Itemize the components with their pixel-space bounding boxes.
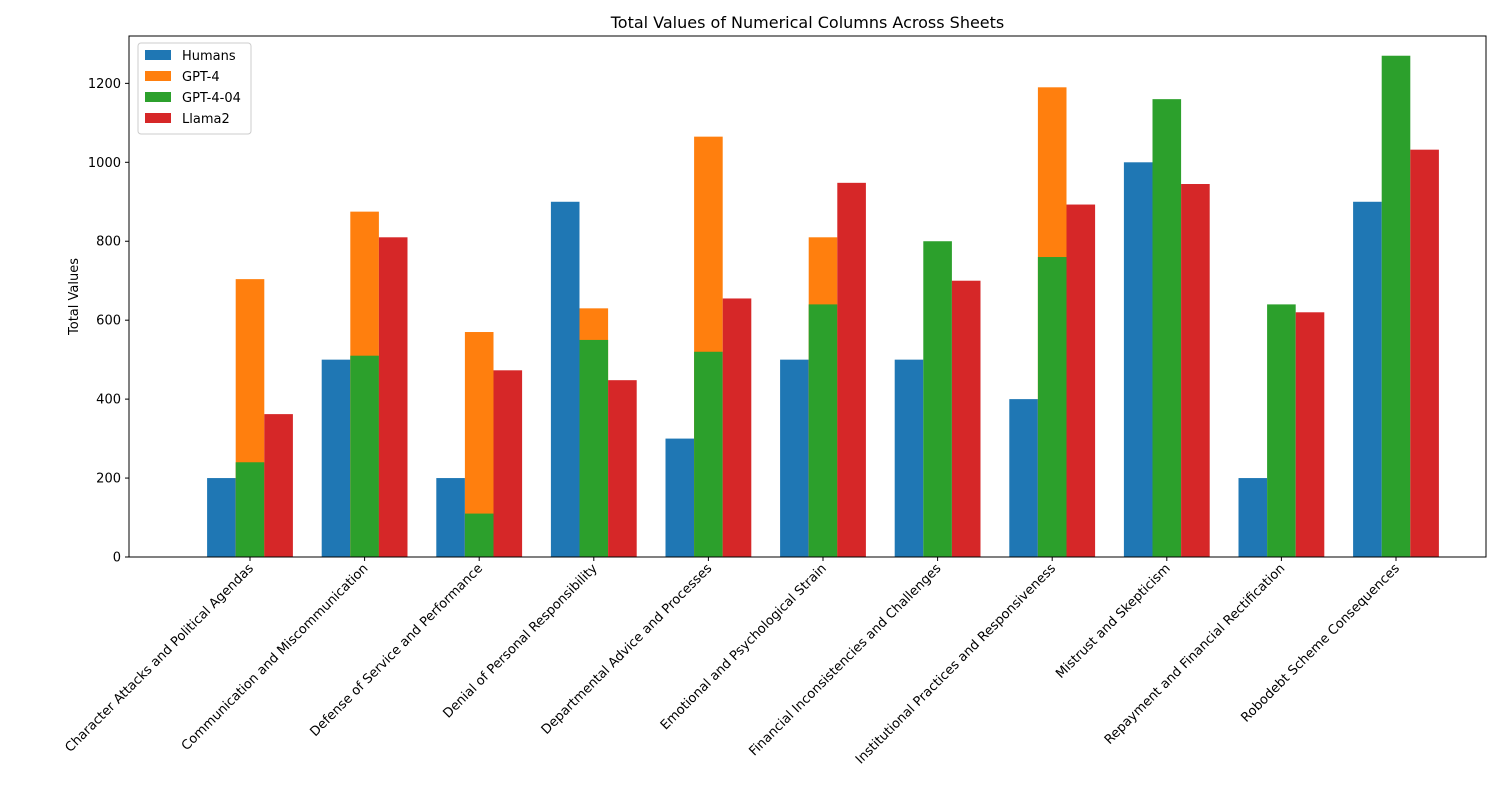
y-tick-label-0: 0 bbox=[113, 551, 121, 566]
y-tick-label-600: 600 bbox=[96, 314, 121, 329]
bar-gpt-4-04-4 bbox=[694, 351, 723, 557]
bar-gpt-4-04-9 bbox=[1267, 304, 1296, 557]
bar-gpt-4-04-1 bbox=[350, 355, 379, 557]
y-axis-label: Total Values bbox=[67, 258, 82, 336]
bar-llama2-6 bbox=[951, 280, 981, 557]
legend-label-2: GPT-4-04 bbox=[182, 91, 241, 106]
bar-humans-8 bbox=[1123, 162, 1153, 558]
bar-humans-10 bbox=[1353, 201, 1382, 557]
legend-label-1: GPT-4 bbox=[182, 70, 220, 85]
legend-label-3: Llama2 bbox=[182, 112, 230, 127]
x-tick-label-8: Mistrust and Skepticism bbox=[1053, 561, 1173, 681]
bar-llama2-10 bbox=[1410, 149, 1439, 558]
legend-swatch-0 bbox=[145, 50, 171, 60]
bar-llama2-9 bbox=[1295, 312, 1325, 557]
bar-gpt-4-04-2 bbox=[464, 513, 494, 557]
x-tick-label-7: Institutional Practices and Responsivene… bbox=[853, 561, 1059, 767]
y-tick-label-1200: 1200 bbox=[88, 77, 121, 92]
chart-title: Total Values of Numerical Columns Across… bbox=[610, 13, 1005, 32]
bar-llama2-3 bbox=[608, 380, 637, 557]
bar-gpt-4-04-3 bbox=[579, 339, 609, 557]
bar-llama2-0 bbox=[264, 414, 293, 557]
bar-llama2-8 bbox=[1181, 184, 1210, 557]
bar-gpt-4-04-8 bbox=[1152, 99, 1182, 558]
legend-box bbox=[137, 42, 252, 135]
bar-humans-4 bbox=[665, 438, 695, 557]
bar-gpt-4-04-7 bbox=[1037, 257, 1067, 557]
y-tick-label-800: 800 bbox=[96, 235, 121, 250]
bar-gpt-4-04-5 bbox=[808, 304, 838, 557]
bar-humans-6 bbox=[894, 359, 924, 557]
bar-gpt-4-04-6 bbox=[923, 241, 952, 558]
bar-humans-5 bbox=[780, 359, 809, 557]
x-tick-label-6: Financial Inconsistencies and Challenges bbox=[746, 561, 944, 759]
legend-swatch-2 bbox=[145, 92, 171, 102]
legend-swatch-3 bbox=[145, 113, 171, 123]
legend-swatch-1 bbox=[145, 71, 171, 81]
bar-llama2-7 bbox=[1066, 204, 1096, 558]
bar-llama2-5 bbox=[837, 182, 866, 557]
x-tick-label-0: Character Attacks and Political Agendas bbox=[63, 561, 257, 755]
bar-humans-0 bbox=[207, 478, 236, 557]
bar-llama2-1 bbox=[378, 237, 408, 558]
bar-humans-2 bbox=[436, 478, 465, 557]
legend-label-0: Humans bbox=[182, 49, 236, 64]
bar-humans-9 bbox=[1238, 478, 1268, 557]
bar-llama2-2 bbox=[493, 370, 523, 557]
bar-humans-3 bbox=[550, 201, 580, 557]
y-tick-label-1000: 1000 bbox=[88, 156, 121, 171]
bar-humans-7 bbox=[1009, 399, 1038, 557]
bar-gpt-4-04-0 bbox=[235, 462, 265, 557]
bar-humans-1 bbox=[321, 359, 351, 557]
bar-llama2-4 bbox=[722, 298, 752, 557]
bar-gpt-4-04-10 bbox=[1381, 55, 1411, 557]
y-tick-label-400: 400 bbox=[96, 393, 121, 408]
x-tick-label-9: Repayment and Financial Rectification bbox=[1102, 561, 1288, 747]
y-tick-label-200: 200 bbox=[96, 472, 121, 487]
plot-frame bbox=[128, 35, 1487, 558]
x-tick-label-1: Communication and Miscommunication bbox=[179, 561, 372, 754]
